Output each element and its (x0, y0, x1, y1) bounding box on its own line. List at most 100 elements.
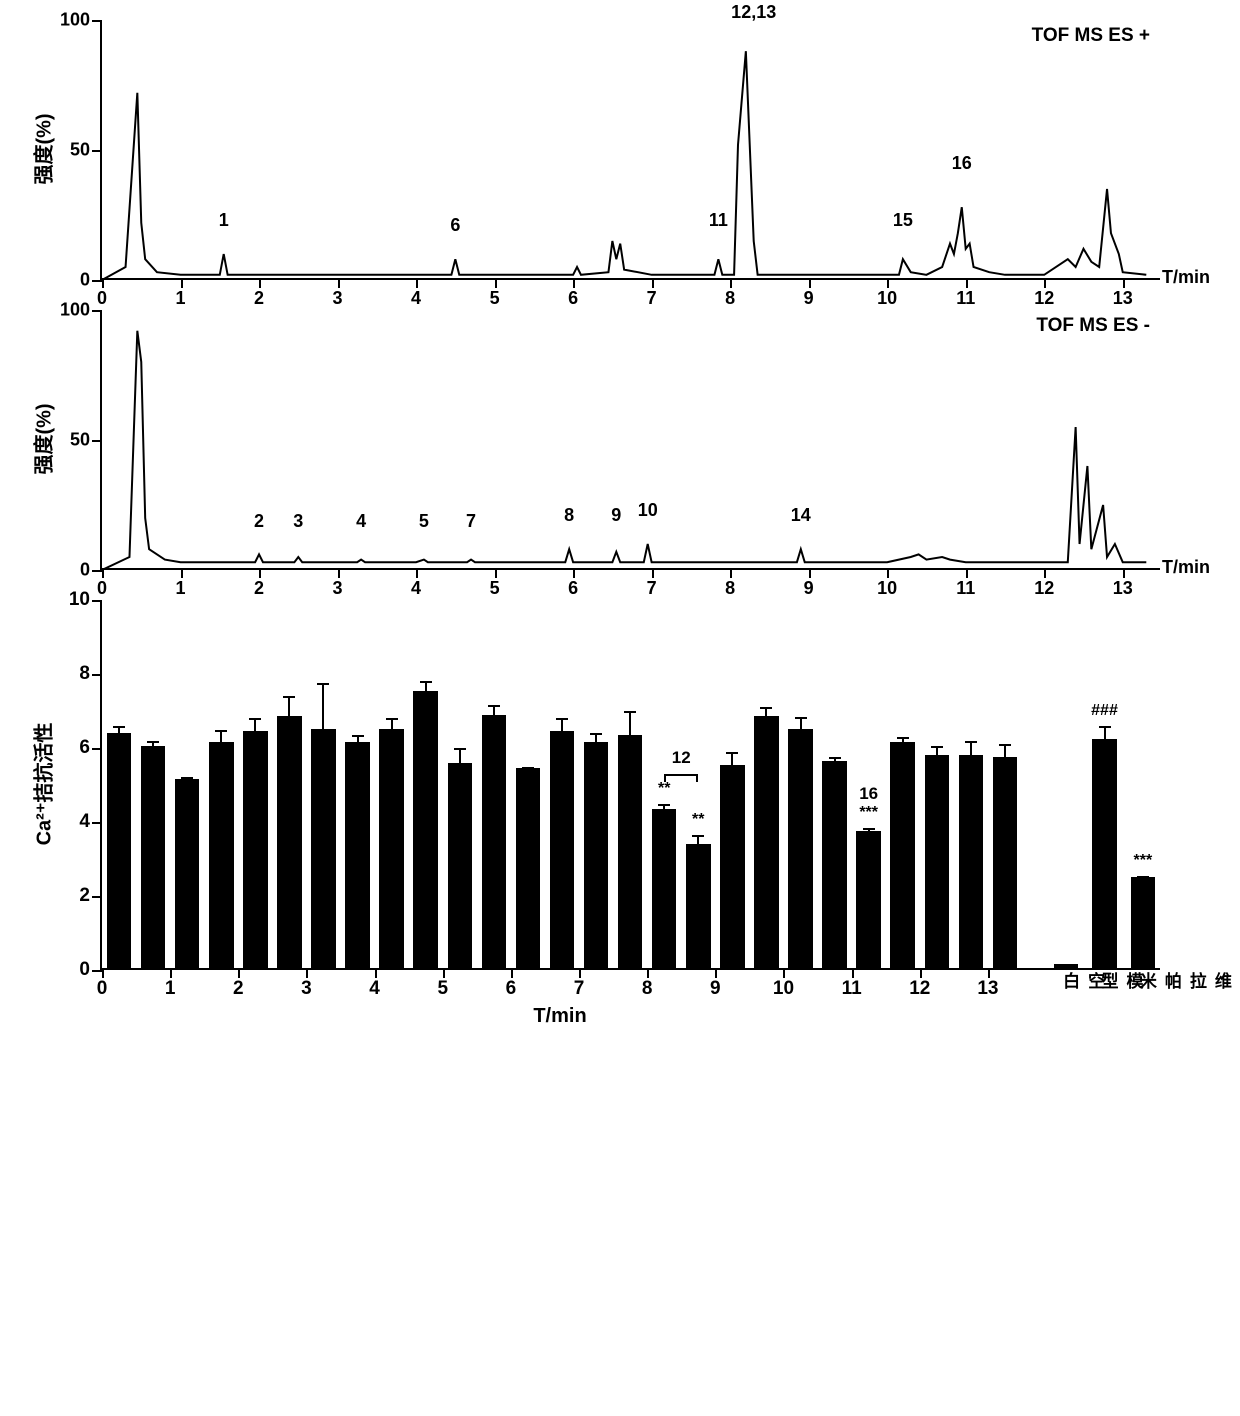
error-cap (829, 757, 841, 759)
y-axis-label-3: Ca²⁺拮抗活性 (28, 723, 57, 846)
significance-marker: ### (1091, 702, 1118, 720)
x-tick (920, 968, 922, 978)
x-tick-label: 7 (647, 578, 657, 599)
x-tick-label: 11 (956, 288, 975, 309)
error-bar (800, 717, 802, 732)
error-cap (556, 718, 568, 720)
error-cap (624, 711, 636, 713)
error-cap (795, 717, 807, 719)
x-tick (443, 968, 445, 978)
x-tick-label: 8 (725, 288, 735, 309)
error-cap (181, 777, 193, 779)
y-tick-label: 0 (80, 270, 90, 291)
error-cap (726, 752, 738, 754)
x-tick-label: 13 (1113, 578, 1133, 599)
data-bar (686, 844, 711, 968)
y-tick-label: 50 (70, 430, 90, 451)
data-bar (277, 716, 302, 968)
error-cap (965, 741, 977, 743)
error-cap (113, 726, 125, 728)
y-tick (92, 440, 102, 442)
error-bar (254, 718, 256, 733)
error-bar (731, 752, 733, 767)
x-tick-label: 5 (490, 578, 500, 599)
x-tick-label: 8 (642, 978, 653, 1000)
significance-marker: *** (859, 804, 878, 822)
x-tick (579, 968, 581, 978)
panel-tof-ms-es-plus: 强度(%) T/min TOF MS ES + 0501000123456789… (20, 20, 1220, 280)
error-cap (1099, 726, 1111, 728)
y-tick-label: 100 (60, 300, 90, 321)
error-bar (629, 711, 631, 737)
x-tick-label: 0 (97, 578, 107, 599)
x-tick-label: 2 (233, 978, 244, 1000)
x-tick-label: 4 (411, 578, 421, 599)
y-tick (92, 896, 102, 898)
x-tick (852, 968, 854, 978)
x-tick-label: 13 (1113, 288, 1133, 309)
error-cap (147, 741, 159, 743)
y-tick-label: 10 (69, 589, 90, 611)
error-cap (931, 746, 943, 748)
error-cap (488, 705, 500, 707)
error-bar (322, 683, 324, 731)
x-tick (511, 968, 513, 978)
x-tick (647, 968, 649, 978)
peak-label: 5 (419, 511, 429, 532)
x-tick-label: 1 (165, 978, 176, 1000)
data-bar (652, 809, 677, 968)
error-bar (459, 748, 461, 765)
x-tick-label: 10 (773, 978, 794, 1000)
error-cap (420, 681, 432, 683)
error-cap (249, 718, 261, 720)
x-tick-label: 5 (490, 288, 500, 309)
error-bar (1104, 726, 1106, 741)
data-bar (890, 742, 915, 968)
x-tick-label: 9 (804, 578, 814, 599)
data-bar (618, 735, 643, 968)
error-cap (897, 737, 909, 739)
error-cap (863, 828, 875, 830)
x-tick-label: 4 (411, 288, 421, 309)
x-axis-label-3: T/min (100, 1005, 1020, 1028)
error-cap (352, 735, 364, 737)
error-cap (999, 744, 1011, 746)
y-tick (92, 822, 102, 824)
data-bar (550, 731, 575, 968)
y-tick-label: 0 (79, 959, 90, 981)
y-tick (92, 310, 102, 312)
x-tick-label: 2 (254, 288, 264, 309)
peak-label: 8 (564, 505, 574, 526)
peak-label: 11 (709, 210, 728, 231)
y-tick (92, 20, 102, 22)
data-bar (209, 742, 234, 968)
peak-label: 12,13 (731, 2, 776, 23)
x-tick-label: 3 (333, 578, 343, 599)
y-tick (92, 570, 102, 572)
data-bar (243, 731, 268, 968)
error-bar (970, 741, 972, 758)
error-cap (215, 730, 227, 732)
x-tick (783, 968, 785, 978)
y-tick (92, 150, 102, 152)
x-tick-label: 0 (97, 978, 108, 1000)
y-tick-label: 100 (60, 10, 90, 31)
data-bar (345, 742, 370, 968)
x-tick-label: 9 (804, 288, 814, 309)
error-cap (522, 767, 534, 769)
data-bar (175, 779, 200, 968)
error-cap (283, 696, 295, 698)
x-tick-label: 5 (437, 978, 448, 1000)
peak-label: 3 (293, 511, 303, 532)
error-cap (1137, 876, 1149, 878)
y-tick-label: 50 (70, 140, 90, 161)
significance-marker: *** (1133, 852, 1152, 870)
data-bar (856, 831, 881, 968)
data-bar (754, 716, 779, 968)
x-tick (988, 968, 990, 978)
data-bar (141, 746, 166, 968)
data-bar (1092, 739, 1117, 968)
significance-marker: ** (658, 780, 670, 798)
data-bar (516, 768, 541, 968)
x-tick-label: 3 (333, 288, 343, 309)
